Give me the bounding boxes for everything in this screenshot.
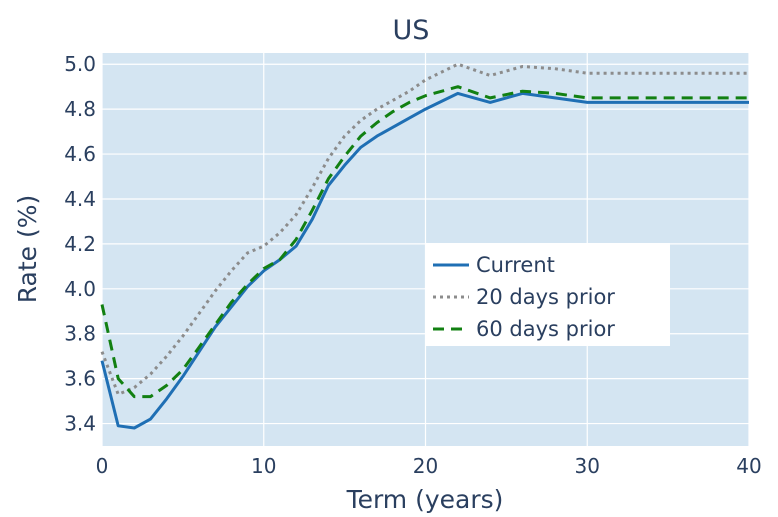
series-line-2	[100, 62, 749, 396]
y-tick-label: 5.0	[64, 52, 96, 76]
y-axis-ticks: 3.4 3.6 3.8 4.0 4.2 4.4 4.6 4.8 5.0	[64, 52, 96, 435]
x-tick-label: 0	[96, 454, 109, 478]
series-line-3	[100, 85, 749, 399]
y-tick-label: 4.4	[64, 187, 96, 211]
series-line-1	[100, 91, 749, 430]
y-tick-label: 4.8	[64, 97, 96, 121]
y-axis-title: Rate (%)	[13, 195, 42, 304]
x-tick-label: 20	[413, 454, 438, 478]
x-axis-ticks: 0 10 20 30 40	[96, 454, 762, 478]
y-tick-label: 4.6	[64, 142, 96, 166]
y-tick-label: 3.4	[64, 412, 96, 436]
legend-label: 20 days prior	[476, 285, 615, 309]
x-axis-title: Term (years)	[346, 485, 504, 514]
chart-title: US	[393, 15, 430, 46]
legend-label: 60 days prior	[476, 317, 615, 341]
legend: Current 20 days prior 60 days prior	[425, 243, 670, 346]
y-tick-label: 3.8	[64, 322, 96, 346]
legend-label: Current	[476, 253, 555, 277]
y-tick-label: 4.0	[64, 277, 96, 301]
y-tick-label: 4.2	[64, 232, 96, 256]
series-lines	[100, 62, 749, 430]
x-tick-label: 10	[251, 454, 276, 478]
x-tick-label: 40	[736, 454, 761, 478]
y-tick-label: 3.6	[64, 367, 96, 391]
x-tick-label: 30	[575, 454, 600, 478]
legend-box	[425, 243, 670, 346]
